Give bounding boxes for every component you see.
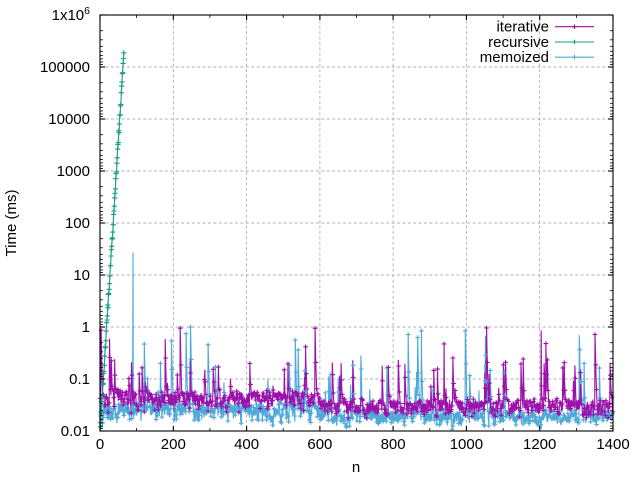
svg-text:1000: 1000 [57,163,90,180]
svg-text:n: n [352,459,360,476]
svg-text:1: 1 [82,319,90,336]
svg-text:1200: 1200 [523,436,556,453]
svg-text:100: 100 [65,215,90,232]
svg-text:memoized: memoized [480,49,549,66]
svg-text:Time (ms): Time (ms) [3,190,20,257]
svg-text:0.1: 0.1 [69,371,90,388]
svg-text:400: 400 [234,436,259,453]
svg-text:600: 600 [307,436,332,453]
svg-text:1400: 1400 [596,436,629,453]
svg-text:200: 200 [161,436,186,453]
svg-text:0.01: 0.01 [61,423,90,440]
svg-text:10000: 10000 [48,111,90,128]
svg-text:100000: 100000 [40,59,90,76]
svg-text:800: 800 [381,436,406,453]
svg-text:0: 0 [96,436,104,453]
svg-text:10: 10 [73,267,90,284]
svg-text:1000: 1000 [450,436,483,453]
